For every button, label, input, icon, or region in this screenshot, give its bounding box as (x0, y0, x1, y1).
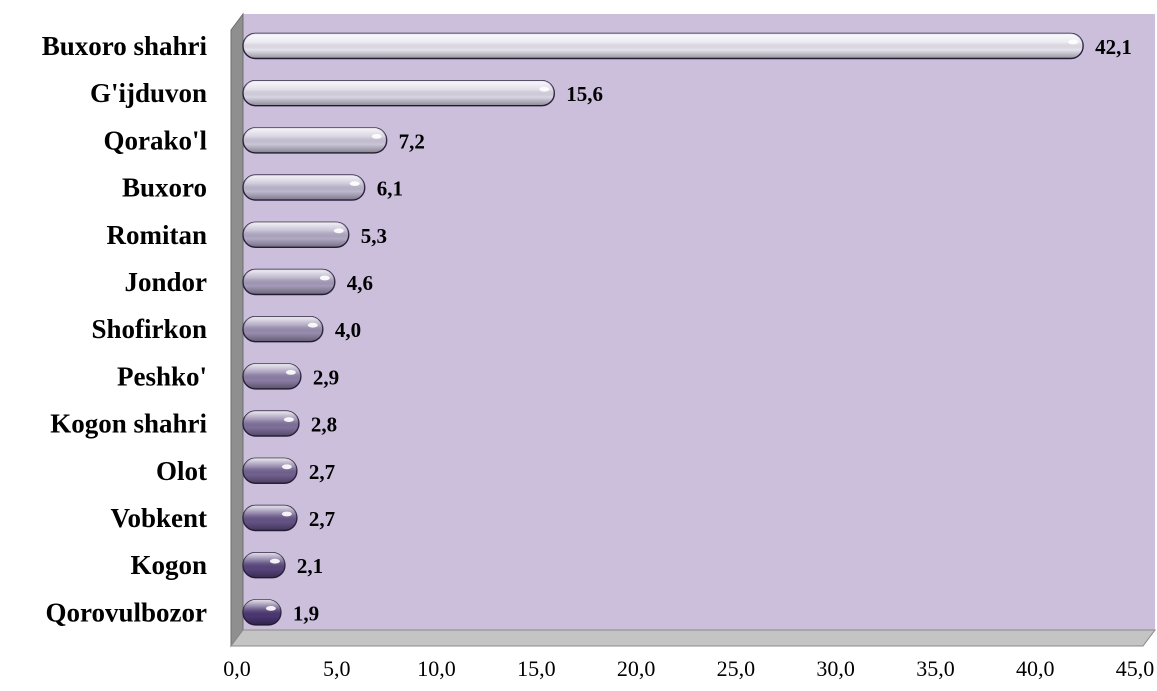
x-tick-label: 5,0 (323, 656, 351, 681)
floor (230, 629, 1156, 647)
bar (242, 316, 324, 343)
data-label: 2,1 (297, 554, 323, 578)
bar (242, 552, 286, 579)
x-axis-tick-labels: 0,0 5,0 10,0 15,0 20,0 25,0 30,0 35,0 40,0 45,0 (223, 656, 1154, 681)
value-labels: 42,1 15,6 7,2 6,1 5,3 4,6 4,0 2,9 2,8 2,7 2,7 2,1 1,… (293, 35, 1132, 625)
bar (242, 221, 350, 249)
side-wall (230, 12, 244, 648)
category-label: G'ijduvon (90, 78, 207, 108)
category-label: Romitan (107, 220, 208, 250)
bar (242, 174, 366, 201)
bar (242, 363, 302, 390)
data-label: 5,3 (361, 224, 387, 248)
data-label: 4,0 (335, 318, 361, 342)
category-label: Olot (156, 456, 207, 486)
bar (242, 32, 1084, 60)
bars (242, 32, 1084, 626)
x-tick-label: 20,0 (617, 656, 656, 681)
x-tick-label: 45,0 (1116, 656, 1155, 681)
data-label: 42,1 (1095, 35, 1132, 59)
category-labels: Buxoro shahri G'ijduvon Qorako'l Buxoro Romi… (42, 31, 208, 627)
category-label: Buxoro (122, 173, 207, 203)
x-tick-label: 0,0 (223, 656, 251, 681)
category-label: Jondor (124, 267, 207, 297)
plot-area (230, 12, 1156, 648)
bar (242, 79, 556, 107)
data-label: 2,7 (309, 460, 335, 484)
data-label: 4,6 (347, 271, 373, 295)
category-label: Vobkent (110, 503, 207, 533)
data-label: 15,6 (566, 82, 603, 106)
category-label: Peshko' (117, 361, 207, 391)
plot-background (243, 14, 1155, 630)
category-label: Buxoro shahri (42, 31, 208, 61)
category-label: Qorovulbozor (46, 597, 208, 627)
x-tick-label: 35,0 (916, 656, 955, 681)
data-label: 6,1 (377, 177, 403, 201)
category-label: Kogon shahri (50, 409, 207, 439)
bar (242, 457, 298, 484)
data-label: 2,9 (313, 365, 339, 389)
bar (242, 410, 300, 437)
bar (242, 504, 298, 532)
data-label: 1,9 (293, 601, 319, 625)
bar (242, 268, 336, 296)
x-tick-label: 25,0 (717, 656, 756, 681)
bar (242, 127, 388, 154)
data-label: 7,2 (399, 129, 425, 153)
x-tick-label: 40,0 (1016, 656, 1055, 681)
data-label: 2,7 (309, 507, 335, 531)
data-label: 2,8 (311, 413, 337, 437)
category-label: Shofirkon (91, 314, 207, 344)
category-label: Kogon (130, 550, 207, 580)
bar (242, 599, 282, 626)
x-tick-label: 10,0 (417, 656, 456, 681)
category-label: Qorako'l (103, 125, 207, 155)
x-tick-label: 30,0 (816, 656, 855, 681)
x-tick-label: 15,0 (517, 656, 556, 681)
